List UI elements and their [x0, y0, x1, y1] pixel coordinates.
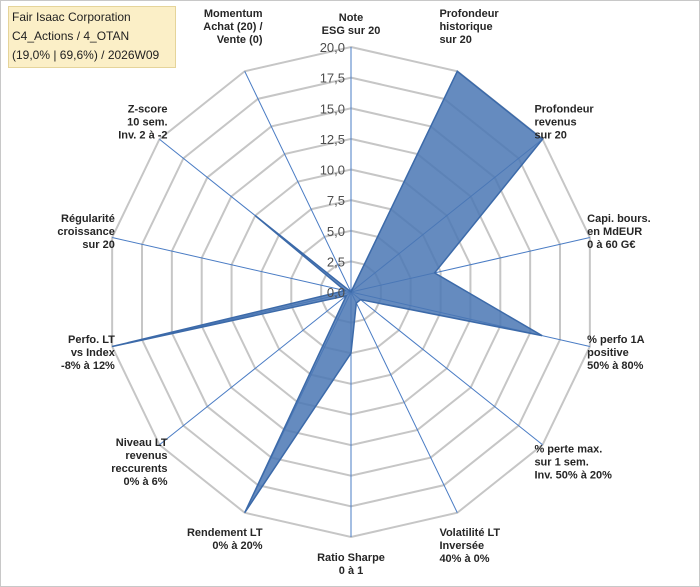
axis-label: Momentum — [204, 8, 263, 20]
axis-label: revenus — [534, 116, 576, 128]
chart-title-box: Fair Isaac Corporation C4_Actions / 4_OT… — [8, 6, 176, 68]
axis-label: Vente (0) — [217, 34, 263, 46]
axis-label: Achat (20) / — [203, 21, 262, 33]
tick-label: 2,5 — [327, 254, 345, 269]
axis-label: en MdEUR — [587, 226, 642, 238]
axis-label: revenus — [125, 450, 167, 462]
axis-label: positive — [587, 347, 629, 359]
axis-label: ESG sur 20 — [322, 25, 381, 37]
tick-label: 10,0 — [320, 163, 345, 178]
axis-label: croissance — [57, 226, 114, 238]
axis-label: vs Index — [71, 347, 116, 359]
axis-spoke — [244, 71, 352, 293]
tick-label: 7,5 — [327, 193, 345, 208]
axis-label: 0 à 1 — [339, 565, 363, 577]
axis-label: sur 1 sem. — [534, 457, 588, 469]
tick-label: 20,0 — [320, 40, 345, 55]
axis-label: sur 20 — [439, 34, 471, 46]
axis-spoke — [350, 291, 543, 446]
axis-label: -8% à 12% — [61, 360, 115, 372]
axis-label: Niveau LT — [116, 437, 168, 449]
axis-label: Profondeur — [439, 8, 499, 20]
axis-label: Perfo. LT — [68, 334, 115, 346]
data-series-area — [111, 70, 544, 514]
axis-label: Capi. bours. — [587, 213, 651, 225]
axis-label: % perte max. — [534, 444, 602, 456]
tick-label: 17,5 — [320, 71, 345, 86]
axis-spoke — [350, 291, 458, 513]
tick-label: 12,5 — [320, 132, 345, 147]
axis-label: Note — [339, 12, 363, 24]
axis-label: Rendement LT — [187, 527, 263, 539]
axis-label: 40% à 0% — [439, 553, 489, 565]
axis-label: Volatilité LT — [439, 527, 500, 539]
axis-label: Ratio Sharpe — [317, 552, 385, 564]
axis-spoke — [159, 291, 352, 446]
company-name: Fair Isaac Corporation — [12, 10, 131, 24]
axis-label: 10 sem. — [127, 116, 167, 128]
axis-label: reccurents — [111, 463, 167, 475]
axis-label: Inv. 50% à 20% — [534, 470, 612, 482]
axis-label: 0% à 6% — [124, 476, 168, 488]
axis-label: 0% à 20% — [212, 540, 262, 552]
category-label: C4_Actions / 4_OTAN — [12, 29, 130, 43]
axis-label: 50% à 80% — [587, 360, 643, 372]
tick-label: 5,0 — [327, 224, 345, 239]
stats-label: (19,0% | 69,6%) / 2026W09 — [12, 48, 160, 62]
axis-label: historique — [439, 21, 492, 33]
axis-label: Régularité — [61, 213, 115, 225]
axis-label: % perfo 1A — [587, 334, 645, 346]
axis-spoke — [112, 236, 352, 293]
axis-label: Inversée — [439, 540, 484, 552]
axis-label: sur 20 — [534, 129, 566, 141]
tick-label: 0,0 — [327, 285, 345, 300]
axis-label: Profondeur — [534, 103, 594, 115]
tick-label: 15,0 — [320, 101, 345, 116]
axis-label: sur 20 — [82, 239, 114, 251]
axis-label: Inv. 2 à -2 — [118, 129, 167, 141]
axis-label: Z-score — [128, 103, 168, 115]
axis-label: 0 à 60 G€ — [587, 239, 635, 251]
